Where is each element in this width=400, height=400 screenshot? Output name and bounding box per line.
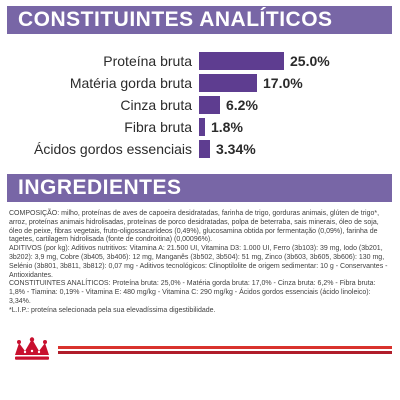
nutrient-row: Ácidos gordos essenciais 3.34% — [0, 138, 400, 160]
composition-text: COMPOSIÇÃO: milho, proteínas de aves de … — [9, 210, 380, 244]
ingredients-banner: INGREDIENTES — [7, 174, 392, 202]
nutrient-row: Cinza bruta 6.2% — [0, 94, 400, 116]
nutrient-bar — [199, 74, 257, 92]
nutrient-value: 17.0% — [263, 75, 303, 91]
nutrient-value: 25.0% — [290, 53, 330, 69]
nutrient-label: Cinza bruta — [120, 97, 192, 113]
nutrient-bar — [199, 52, 284, 70]
ingredients-heading: INGREDIENTES — [18, 176, 182, 199]
analytics-banner: CONSTITUINTES ANALÍTICOS — [7, 6, 392, 34]
royal-canin-crown-logo-icon — [15, 337, 49, 360]
brand-stripes — [58, 346, 392, 355]
nutrient-value: 6.2% — [226, 97, 258, 113]
analytical-constituents-text: CONSTITUINTES ANALÍTICOS: Proteína bruta… — [9, 280, 376, 305]
nutrient-value: 3.34% — [216, 141, 256, 157]
stripe-top — [58, 346, 392, 349]
nutrient-row: Matéria gorda bruta 17.0% — [0, 72, 400, 94]
stripe-bottom — [58, 351, 392, 354]
nutrient-bar — [199, 96, 220, 114]
nutrient-value: 1.8% — [211, 119, 243, 135]
nutrient-row: Proteína bruta 25.0% — [0, 50, 400, 72]
additives-text: ADITIVOS (por kg): Aditivos nutritivos: … — [9, 245, 388, 279]
nutrient-label: Proteína bruta — [103, 53, 192, 69]
nutrient-label: Matéria gorda bruta — [69, 75, 192, 91]
nutrient-bar — [199, 140, 210, 158]
nutrient-row: Fibra bruta 1.8% — [0, 116, 400, 138]
analytics-heading: CONSTITUINTES ANALÍTICOS — [18, 8, 333, 31]
nutrient-label: Ácidos gordos essenciais — [34, 141, 192, 157]
footnote-text: *L.I.P.: proteína selecionada pela sua e… — [9, 306, 216, 314]
nutrient-bar — [199, 118, 205, 136]
nutrient-label: Fibra bruta — [124, 119, 192, 135]
ingredients-text: COMPOSIÇÃO: milho, proteínas de aves de … — [9, 210, 393, 316]
